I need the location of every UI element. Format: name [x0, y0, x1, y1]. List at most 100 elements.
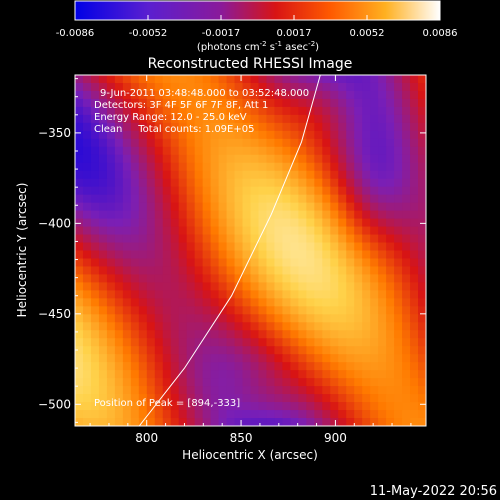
heatmap-cell	[234, 298, 244, 307]
heatmap-cell	[370, 138, 379, 148]
heatmap-cell	[386, 370, 395, 379]
heatmap-cell	[386, 242, 395, 252]
heatmap-cell	[178, 146, 188, 156]
heatmap-cell	[370, 330, 379, 339]
heatmap-cell	[82, 90, 92, 100]
heatmap-cell	[106, 130, 116, 140]
heatmap-cell	[306, 386, 315, 395]
heatmap-cell	[338, 346, 347, 355]
heatmap-cell	[82, 346, 92, 355]
heatmap-cell	[106, 354, 116, 363]
heatmap-cell	[410, 186, 419, 196]
heatmap-cell	[314, 322, 323, 331]
heatmap-cell	[242, 258, 252, 268]
heatmap-cell	[394, 314, 403, 323]
heatmap-cell	[298, 378, 307, 387]
heatmap-cell	[394, 226, 403, 236]
heatmap-cell	[138, 266, 148, 276]
x-axis-label: Heliocentric X (arcsec)	[182, 448, 318, 462]
heatmap-cell	[138, 370, 148, 379]
heatmap-cell	[250, 75, 260, 84]
heatmap-cell	[162, 106, 172, 116]
heatmap-cell	[306, 346, 315, 355]
heatmap-cell	[122, 266, 132, 276]
heatmap-cell	[354, 130, 363, 140]
heatmap-cell	[266, 122, 276, 132]
heatmap-cell	[346, 250, 355, 260]
heatmap-cell	[402, 146, 411, 156]
heatmap-cell	[106, 418, 116, 426]
heatmap-cell	[330, 322, 339, 331]
heatmap-cell	[266, 370, 276, 379]
heatmap-cell	[386, 226, 395, 236]
heatmap-cell	[218, 218, 228, 228]
heatmap-cell	[82, 122, 92, 132]
heatmap-cell	[354, 378, 363, 387]
heatmap-cell	[130, 378, 140, 387]
heatmap-cell	[210, 402, 220, 411]
heatmap-cell	[290, 314, 299, 323]
heatmap-cell	[370, 210, 379, 220]
heatmap-cell	[75, 306, 84, 315]
heatmap-cell	[338, 282, 347, 291]
heatmap-cell	[75, 394, 84, 403]
heatmap-cell	[234, 114, 244, 124]
heatmap-cell	[386, 282, 395, 291]
heatmap-cell	[330, 234, 339, 244]
heatmap-cell	[306, 274, 315, 284]
heatmap-cell	[170, 258, 180, 268]
heatmap-cell	[218, 298, 228, 307]
heatmap-cell	[130, 330, 140, 339]
heatmap-cell	[98, 106, 108, 116]
heatmap-cell	[234, 186, 244, 196]
heatmap-cell	[210, 298, 220, 307]
heatmap-cell	[178, 282, 188, 291]
heatmap-cell	[170, 162, 180, 172]
heatmap-cell	[298, 362, 307, 371]
heatmap-cell	[250, 98, 260, 108]
heatmap-cell	[386, 114, 395, 124]
heatmap-cell	[114, 138, 124, 148]
heatmap-cell	[378, 170, 387, 180]
heatmap-cell	[290, 146, 299, 156]
heatmap-cell	[298, 418, 307, 426]
heatmap-cell	[130, 194, 140, 204]
heatmap-cell	[338, 418, 347, 426]
heatmap-cell	[106, 98, 116, 108]
heatmap-cell	[170, 194, 180, 204]
heatmap-cell	[98, 346, 108, 355]
heatmap-cell	[234, 394, 244, 403]
heatmap-cell	[218, 106, 228, 116]
heatmap-cell	[258, 290, 268, 299]
heatmap-cell	[194, 402, 204, 411]
heatmap-cell	[282, 90, 291, 100]
heatmap-cell	[314, 418, 323, 426]
heatmap-cell	[138, 282, 148, 291]
heatmap-cell	[354, 290, 363, 299]
heatmap-cell	[314, 330, 323, 339]
heatmap-cell	[186, 82, 196, 92]
heatmap-cell	[282, 378, 291, 387]
heatmap-cell	[122, 394, 132, 403]
heatmap-cell	[178, 130, 188, 140]
heatmap-cell	[386, 82, 395, 92]
heatmap-cell	[154, 322, 164, 331]
heatmap-cell	[122, 402, 132, 411]
heatmap-cell	[386, 90, 395, 100]
heatmap-cell	[114, 234, 124, 244]
heatmap-cell	[258, 354, 268, 363]
heatmap-cell	[322, 194, 331, 204]
heatmap-cell	[90, 330, 100, 339]
heatmap-cell	[234, 98, 244, 108]
heatmap-cell	[162, 130, 172, 140]
heatmap-cell	[330, 402, 339, 411]
heatmap-cell	[258, 314, 268, 323]
heatmap-cell	[386, 322, 395, 331]
heatmap-cell	[322, 90, 331, 100]
heatmap-cell	[378, 106, 387, 116]
heatmap-cell	[266, 418, 276, 426]
heatmap-cell	[346, 202, 355, 212]
heatmap-cell	[98, 138, 108, 148]
heatmap-cell	[418, 122, 426, 132]
heatmap-cell	[314, 202, 323, 212]
